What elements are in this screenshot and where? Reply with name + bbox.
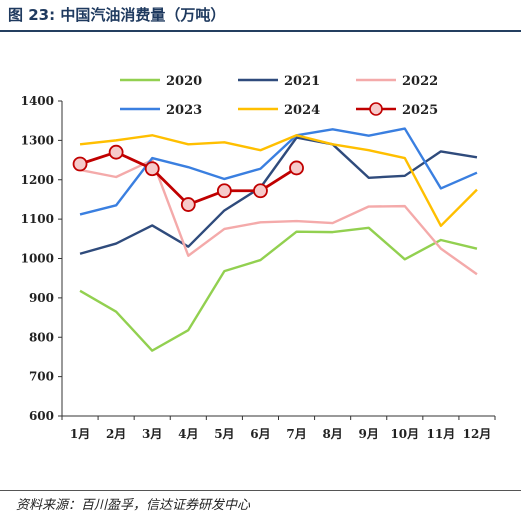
axes: 600 700 800 900 1000 1100 1200 1300 1400 1月 2月 3月 4月…: [21, 94, 496, 441]
legend-item-2025: 2025: [356, 102, 438, 118]
data-point-2025: [253, 183, 268, 199]
x-tick-label: 9月: [359, 427, 379, 441]
legend-label: 2020: [166, 74, 202, 89]
legend-item-2020: 2020: [120, 74, 202, 89]
legend-marker: [369, 102, 383, 116]
legend-label: 2025: [402, 103, 438, 118]
x-tick-label: 2月: [106, 427, 126, 441]
x-tick-label: 4月: [178, 427, 198, 441]
data-point-2025: [108, 144, 124, 160]
series-line-2022: [79, 158, 478, 276]
x-tick-label: 3月: [142, 427, 162, 441]
legend-label: 2023: [166, 103, 202, 118]
series-line-2020: [79, 226, 478, 352]
title-rule: [0, 30, 521, 32]
legend-label: 2022: [402, 74, 438, 89]
series-line-2024: [79, 134, 478, 228]
y-tick-label: 700: [29, 370, 54, 384]
x-tick-label: 6月: [250, 427, 270, 441]
legend: 2020 2021 2022 2023 2024 2025: [120, 74, 438, 118]
y-tick-label: 1100: [21, 212, 54, 226]
x-tick-label: 12月: [463, 427, 492, 441]
figure-header: 图 23: 中国汽油消费量（万吨）: [0, 0, 521, 36]
series-line-2023: [79, 127, 478, 216]
x-tick-label: 5月: [214, 427, 234, 441]
y-tick-label: 600: [29, 409, 54, 423]
y-tick-label: 900: [29, 291, 54, 305]
data-point-2025: [180, 197, 196, 212]
x-tick-label: 1月: [70, 427, 90, 441]
y-tick-label: 1400: [21, 94, 54, 108]
data-point-2025: [216, 183, 232, 199]
y-tick-label: 1300: [21, 133, 54, 147]
footer-rule: [0, 490, 521, 491]
legend-item-2023: 2023: [120, 103, 202, 118]
data-point-2025: [144, 161, 160, 177]
x-tick-label: 11月: [427, 427, 456, 441]
x-tick-label: 8月: [322, 427, 342, 441]
x-tick-label: 7月: [286, 427, 306, 441]
legend-label: 2021: [284, 74, 320, 89]
legend-item-2021: 2021: [238, 74, 320, 89]
series-lines: [72, 127, 478, 352]
figure-title: 图 23: 中国汽油消费量（万吨）: [8, 6, 226, 24]
y-tick-label: 800: [29, 330, 54, 344]
line-chart: 2020 2021 2022 2023 2024 2025 600 700 800 900 100…: [21, 74, 496, 441]
legend-label: 2024: [284, 103, 320, 118]
legend-item-2022: 2022: [356, 74, 438, 89]
y-tick-label: 1200: [21, 173, 54, 187]
legend-item-2024: 2024: [238, 103, 320, 118]
x-tick-label: 10月: [390, 427, 419, 441]
y-tick-label: 1000: [21, 252, 54, 266]
data-point-2025: [72, 156, 88, 172]
source-note: 资料来源：百川盈孚，信达证券研发中心: [16, 498, 251, 513]
series-line-2021: [79, 136, 478, 255]
data-point-2025: [289, 160, 304, 176]
